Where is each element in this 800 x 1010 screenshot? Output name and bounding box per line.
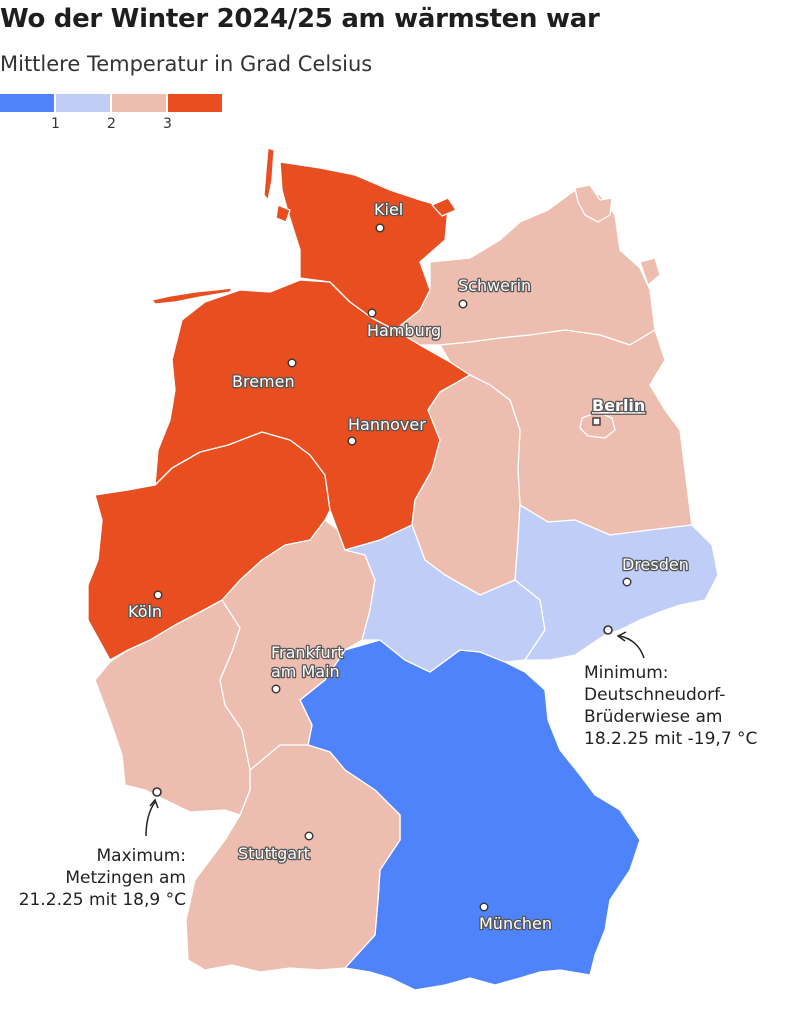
city-label-hannover: Hannover <box>348 415 426 434</box>
maximum-annotation: Maximum: Metzingen am 21.2.25 mit 18,9 °… <box>19 845 186 911</box>
city-marker-bremen <box>287 358 297 368</box>
maximum-line-2: Metzingen am <box>65 868 186 888</box>
legend-tick-1: 1 <box>51 116 60 132</box>
maximum-line-1: Maximum: <box>96 846 187 866</box>
minimum-line-4: 18.2.25 mit -19,7 °C <box>584 729 758 749</box>
capital-marker-berlin <box>592 417 601 426</box>
maximum-line-3: 21.2.25 mit 18,9 °C <box>18 890 186 910</box>
city-label-kiel: Kiel <box>374 200 403 219</box>
city-label-koeln: Köln <box>128 602 162 621</box>
minimum-arrow <box>619 635 645 659</box>
city-marker-muenchen <box>479 902 489 912</box>
island-ruegen <box>574 184 613 223</box>
map-title: Wo der Winter 2024/25 am wärmsten war <box>0 4 600 34</box>
city-marker-kiel <box>375 223 385 233</box>
city-label-dresden: Dresden <box>622 555 689 574</box>
city-label-schwerin: Schwerin <box>458 276 531 295</box>
legend-swatch-2 <box>56 94 110 112</box>
city-marker-koeln <box>153 590 163 600</box>
region-baden-wuerttemberg <box>185 744 401 973</box>
minimum-line-1: Minimum: <box>584 663 669 683</box>
minimum-line-3: Brüderwiese am <box>584 707 723 727</box>
maximum-arrow <box>145 801 156 837</box>
city-marker-stuttgart <box>304 831 314 841</box>
island-sylt <box>263 147 275 201</box>
region-thueringen <box>344 524 546 673</box>
city-marker-frankfurt <box>271 684 281 694</box>
island-foehr <box>275 204 291 223</box>
minimum-arrowhead <box>616 631 627 642</box>
city-label-frankfurt-1: Frankfurt <box>271 643 343 662</box>
city-marker-schwerin <box>458 299 468 309</box>
color-legend: 1 2 3 <box>0 94 230 134</box>
city-label-frankfurt-2: am Main <box>271 662 340 681</box>
city-label-stuttgart: Stuttgart <box>238 844 310 863</box>
legend-tick-3: 3 <box>163 116 172 132</box>
city-label-bremen: Bremen <box>232 372 295 391</box>
legend-tick-2: 2 <box>107 116 116 132</box>
minimum-annotation: Minimum: Deutschneudorf- Brüderwiese am … <box>584 662 757 750</box>
map-subtitle: Mittlere Temperatur in Grad Celsius <box>0 52 373 76</box>
island-usedom <box>639 257 661 286</box>
maximum-arrowhead <box>149 798 159 809</box>
legend-swatch-1 <box>0 94 54 112</box>
region-sachsen <box>514 504 719 661</box>
island-east-frisian <box>151 287 233 305</box>
minimum-line-2: Deutschneudorf- <box>584 685 726 705</box>
city-label-hamburg: Hamburg <box>367 321 441 340</box>
city-marker-hannover <box>347 436 357 446</box>
city-label-muenchen: München <box>479 914 552 933</box>
legend-swatch-3 <box>112 94 166 112</box>
city-marker-hamburg <box>367 308 377 318</box>
legend-swatch-4 <box>168 94 222 112</box>
island-fehmarn <box>431 197 457 217</box>
minimum-marker <box>603 625 613 635</box>
city-label-berlin: Berlin <box>592 396 645 415</box>
city-marker-dresden <box>622 577 632 587</box>
maximum-marker <box>152 787 162 797</box>
